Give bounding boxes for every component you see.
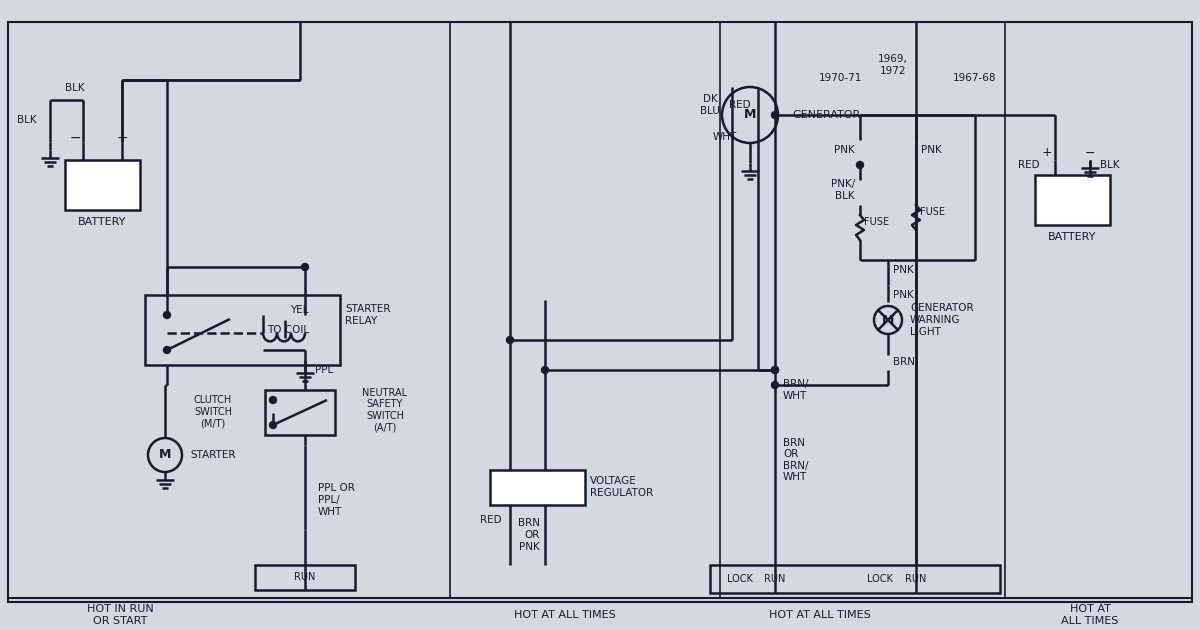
Text: WHT: WHT (713, 132, 737, 142)
Circle shape (301, 263, 308, 270)
Text: −: − (1085, 147, 1096, 159)
Text: PNK/
BLK: PNK/ BLK (830, 179, 854, 201)
Circle shape (857, 161, 864, 168)
Bar (145, 295, 340, 365)
Text: BLK: BLK (65, 83, 85, 93)
Text: GENERATOR
WARNING
LIGHT: GENERATOR WARNING LIGHT (910, 304, 973, 336)
Text: GENERATOR: GENERATOR (792, 110, 860, 120)
Text: HOT IN RUN
OR START: HOT IN RUN OR START (86, 604, 154, 626)
Text: BATTERY: BATTERY (78, 217, 126, 227)
Text: RED: RED (480, 515, 502, 525)
Text: BATTERY: BATTERY (1048, 232, 1096, 242)
Text: +: + (116, 131, 128, 145)
Circle shape (772, 382, 779, 389)
Text: BRN/
WHT: BRN/ WHT (784, 379, 809, 401)
Text: PNK: PNK (893, 290, 913, 300)
Text: FUSE: FUSE (920, 207, 946, 217)
Text: CLUTCH
SWITCH
(M/T): CLUTCH SWITCH (M/T) (194, 396, 232, 428)
Text: STARTER: STARTER (190, 450, 235, 460)
Circle shape (772, 367, 779, 374)
Text: 1967-68: 1967-68 (953, 73, 997, 83)
Text: 1970-71: 1970-71 (818, 73, 862, 83)
Circle shape (270, 396, 276, 403)
Text: RUN: RUN (764, 574, 786, 584)
Text: TO COIL: TO COIL (266, 325, 310, 335)
Text: HOT AT ALL TIMES: HOT AT ALL TIMES (514, 610, 616, 620)
Text: LOCK: LOCK (868, 574, 893, 584)
Text: STARTER
RELAY: STARTER RELAY (346, 304, 390, 326)
Circle shape (163, 311, 170, 319)
Text: BLK: BLK (1100, 160, 1120, 170)
Text: RED: RED (1019, 160, 1040, 170)
Bar (256, 565, 355, 590)
Text: HOT AT ALL TIMES: HOT AT ALL TIMES (769, 610, 871, 620)
Text: PPL OR
PPL/
WHT: PPL OR PPL/ WHT (318, 483, 355, 517)
Text: BRN
OR
PNK: BRN OR PNK (518, 518, 540, 552)
Circle shape (163, 346, 170, 353)
Text: VOLTAGE
REGULATOR: VOLTAGE REGULATOR (590, 476, 653, 498)
Text: HOT AT
ALL TIMES: HOT AT ALL TIMES (1061, 604, 1118, 626)
Text: PNK: PNK (922, 145, 942, 155)
Circle shape (270, 421, 276, 428)
Text: NEUTRAL
SAFETY
SWITCH
(A/T): NEUTRAL SAFETY SWITCH (A/T) (362, 387, 408, 432)
Text: M: M (744, 108, 756, 122)
Bar (65, 160, 140, 210)
Text: PNK: PNK (834, 145, 854, 155)
Text: PNK: PNK (893, 265, 913, 275)
Text: 1969,
1972: 1969, 1972 (878, 54, 908, 76)
Bar (490, 470, 586, 505)
Text: RUN: RUN (905, 574, 926, 584)
Bar (1034, 175, 1110, 225)
Text: RED: RED (730, 100, 751, 110)
Text: +: + (1042, 147, 1052, 159)
Circle shape (772, 112, 779, 118)
Circle shape (541, 367, 548, 374)
Text: YEL: YEL (290, 305, 308, 315)
Text: M: M (882, 314, 894, 326)
Text: BRN: BRN (893, 357, 916, 367)
Text: LOCK: LOCK (727, 574, 752, 584)
Text: RUN: RUN (294, 572, 316, 582)
Bar (710, 565, 1000, 593)
Text: −: − (70, 131, 80, 145)
Text: PPL: PPL (314, 365, 334, 375)
Circle shape (506, 336, 514, 343)
Text: BRN
OR
BRN/
WHT: BRN OR BRN/ WHT (784, 438, 809, 483)
Text: FUSE: FUSE (864, 217, 889, 227)
Bar (265, 390, 335, 435)
Text: M: M (158, 449, 172, 462)
Circle shape (772, 367, 779, 374)
Text: DK
BLU: DK BLU (700, 94, 720, 116)
Text: BLK: BLK (17, 115, 37, 125)
